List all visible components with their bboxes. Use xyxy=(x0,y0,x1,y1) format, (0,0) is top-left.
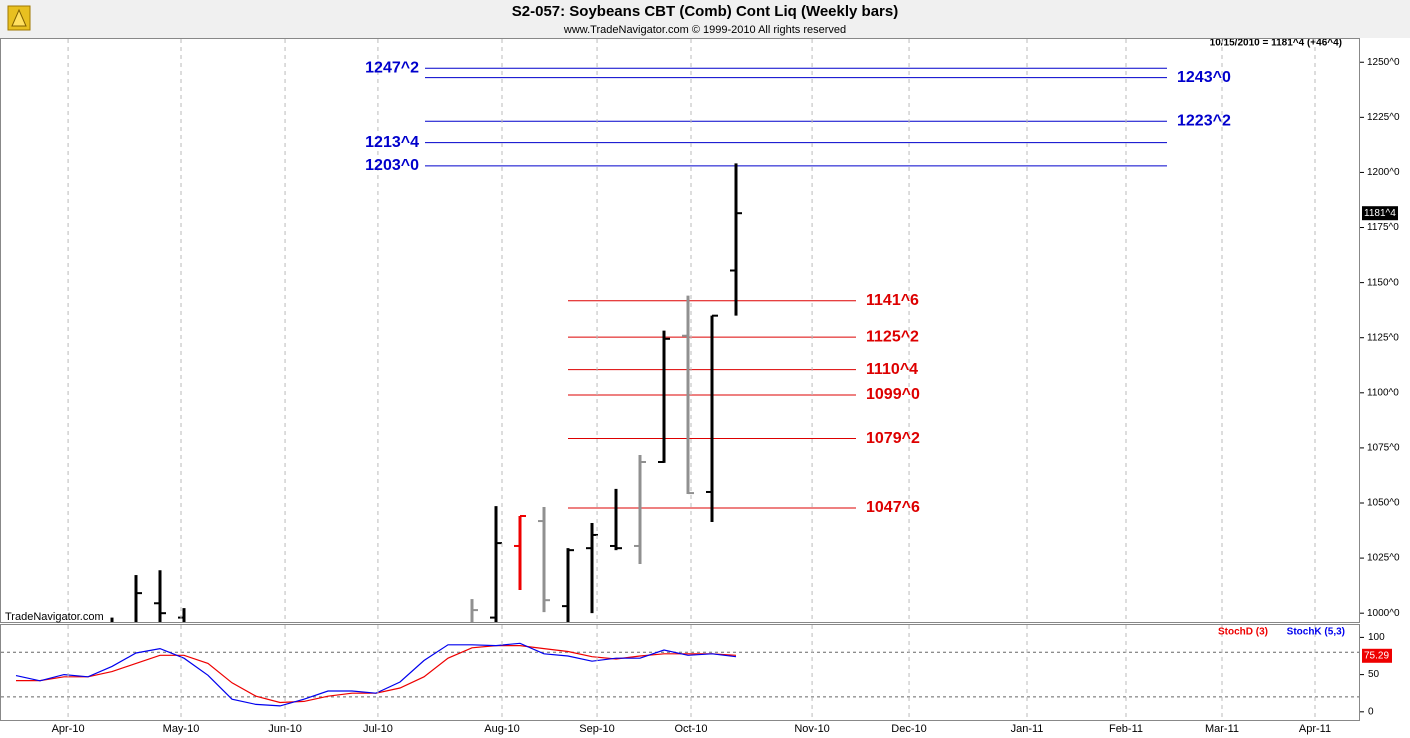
level-label: 1213^4 xyxy=(365,134,419,151)
y-tick-label: 1000^0 xyxy=(1367,608,1400,619)
stoch-line xyxy=(15,642,737,707)
last-value-box xyxy=(1362,648,1392,663)
x-tick-label: Oct-10 xyxy=(674,723,707,735)
y-tick-label: 1075^0 xyxy=(1367,443,1400,454)
y-tick-label: 1025^0 xyxy=(1367,553,1400,564)
y-tick-label: 1050^0 xyxy=(1367,498,1400,509)
last-value-label: 75.29 xyxy=(1364,650,1389,661)
x-tick-label: May-10 xyxy=(163,723,200,735)
header-bg xyxy=(0,0,1410,38)
level-label: 1141^6 xyxy=(866,292,919,309)
y-tick-label: 100 xyxy=(1368,632,1385,643)
y-tick-label: 1100^0 xyxy=(1367,387,1399,398)
level-label: 1125^2 xyxy=(866,328,919,345)
y-tick-label: 0 xyxy=(1368,706,1374,717)
y-tick-label: 1250^0 xyxy=(1367,57,1400,68)
chart-subtitle: www.TradeNavigator.com © 1999-2010 All r… xyxy=(563,24,846,36)
main-panel xyxy=(0,38,1360,623)
stoch-plot xyxy=(1,642,1359,707)
logo xyxy=(7,5,31,31)
x-tick-label: Nov-10 xyxy=(794,723,829,735)
x-tick-label: Dec-10 xyxy=(891,723,926,735)
x-tick-label: Apr-10 xyxy=(52,723,85,735)
stoch-line xyxy=(16,645,737,704)
y-tick-label: 1225^0 xyxy=(1367,112,1400,123)
level-label: 1079^2 xyxy=(866,430,920,447)
y-tick-label: 1175^0 xyxy=(1367,222,1399,233)
info: 10/15/2010 = 1181^4 (+46^4) xyxy=(1210,38,1342,49)
chart-title: S2-057: Soybeans CBT (Comb) Cont Liq (We… xyxy=(512,3,898,20)
x-tick-label: Jul-10 xyxy=(363,723,393,735)
x-tick-label: Apr-11 xyxy=(1299,723,1331,735)
y-tick-label: 50 xyxy=(1368,669,1380,680)
level-label: 1099^0 xyxy=(866,386,920,403)
x-tick-label: Feb-11 xyxy=(1109,723,1143,735)
last-price-label: 1181^4 xyxy=(1364,208,1396,219)
level-label: 1110^4 xyxy=(866,361,918,378)
level-label: 1247^2 xyxy=(365,60,419,77)
x-tick-label: Sep-10 xyxy=(579,723,614,735)
legend-entry: StochK (5,3) xyxy=(1287,627,1345,638)
level-label: 1243^0 xyxy=(1177,69,1231,86)
x-tick-label: Aug-10 xyxy=(484,723,519,735)
level-label: 1203^0 xyxy=(365,157,419,174)
last-price-box xyxy=(1362,206,1398,221)
level-label: 1223^2 xyxy=(1177,112,1231,129)
x-tick-label: Jun-10 xyxy=(268,723,302,735)
x-tick-label: Jan-11 xyxy=(1011,723,1044,735)
watermark: TradeNavigator.com xyxy=(5,611,104,623)
stoch-panel xyxy=(0,624,1360,721)
price-plot xyxy=(110,67,1167,622)
x-tick-label: Mar-11 xyxy=(1205,723,1239,735)
legend-entry: StochD (3) xyxy=(1218,627,1268,638)
level-label: 1047^6 xyxy=(866,499,920,516)
axes: Apr-10 May-10 Jun-10 Jul-10 Aug-10 Sep-10 Oct-… xyxy=(52,39,1400,735)
y-tick-label: 1125^0 xyxy=(1367,332,1399,343)
y-tick-label: 1200^0 xyxy=(1367,167,1400,178)
y-tick-label: 1150^0 xyxy=(1367,277,1399,288)
